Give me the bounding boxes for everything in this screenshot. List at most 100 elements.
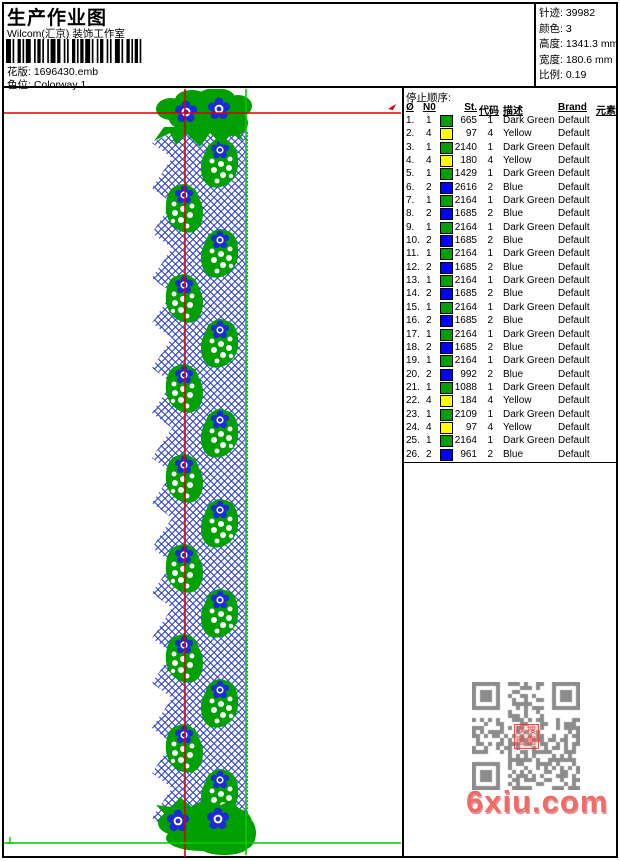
stitch-count: 180	[460, 155, 477, 167]
color-code: 1	[487, 275, 493, 287]
color-description: Dark Green	[503, 355, 555, 367]
color-swatch	[440, 355, 453, 368]
row-number: 8.	[406, 208, 415, 220]
row-number: 17.	[406, 328, 420, 340]
stitch-count: 1685	[454, 261, 477, 273]
thread-brand: Default	[558, 328, 590, 340]
pattern-file-line: 花版: 1696430.emb	[7, 64, 98, 79]
color-code: 1	[487, 168, 493, 180]
table-row: 12. 2 1685 2 Blue Default	[403, 261, 618, 275]
stitch-count: 2164	[454, 435, 477, 447]
table-bottom-border	[404, 462, 618, 463]
thread-brand: Default	[558, 168, 590, 180]
table-row: 6. 2 2616 2 Blue Default	[403, 181, 618, 195]
color-code: 4	[487, 155, 493, 167]
stamp-character: 搜	[526, 725, 536, 735]
row-number: 18.	[406, 341, 420, 353]
row-number: 14.	[406, 288, 420, 300]
color-code: 4	[487, 421, 493, 433]
table-row: 7. 1 2164 1 Dark Green Default	[403, 195, 618, 208]
color-description: Dark Green	[503, 195, 555, 207]
row-number: 21.	[406, 381, 420, 393]
color-code: 1	[487, 381, 493, 393]
pattern-label: 花版:	[7, 66, 31, 78]
stitch-count: 97	[465, 128, 477, 140]
stamp-character: 以	[515, 725, 525, 735]
row-number: 11.	[406, 248, 420, 260]
table-row: 1. 1 665 1 Dark Green Default	[403, 115, 618, 128]
color-swatch	[440, 328, 453, 341]
color-swatch	[440, 181, 453, 194]
color-code: 4	[487, 395, 493, 407]
bottom-flower-cluster	[156, 797, 256, 855]
thread-brand: Default	[558, 368, 590, 380]
thread-brand: Default	[558, 381, 590, 393]
table-header-row: Ø N0 St. 代码 描述 Brand 元素	[403, 102, 618, 117]
color-description: Blue	[503, 315, 524, 327]
color-description: Blue	[503, 261, 524, 273]
stitch-count: 2164	[454, 355, 477, 367]
color-code: 2	[487, 341, 493, 353]
design-height: 高度: 1341.3 mm	[539, 38, 619, 50]
needle-number: 1	[426, 381, 432, 393]
color-swatch	[440, 141, 453, 154]
design-stats: 针迹: 39982 颜色: 3 高度: 1341.3 mm 宽度: 180.6 …	[539, 6, 618, 84]
stitch-count: 1088	[454, 381, 477, 393]
color-description: Blue	[503, 288, 524, 300]
color-description: Dark Green	[503, 168, 555, 180]
pattern-value: 1696430.emb	[33, 66, 99, 78]
needle-number: 4	[426, 155, 432, 167]
thread-brand: Default	[558, 288, 590, 300]
stitch-count: 2164	[454, 248, 477, 260]
color-code: 2	[487, 368, 493, 380]
row-number: 24.	[406, 421, 420, 433]
color-code: 2	[487, 181, 493, 193]
qr-code	[472, 682, 580, 790]
row-number: 7.	[406, 195, 415, 207]
row-number: 19.	[406, 355, 420, 367]
color-description: Blue	[503, 235, 524, 247]
stitch-count: 184	[460, 395, 477, 407]
thread-brand: Default	[558, 448, 590, 460]
table-row: 2. 4 97 4 Yellow Default	[403, 128, 618, 141]
needle-number: 2	[426, 315, 432, 327]
red-stamp: 以搜图图	[514, 724, 539, 749]
row-number: 20.	[406, 368, 420, 380]
color-swatch	[440, 235, 453, 248]
stitch-count: 2164	[454, 301, 477, 313]
thread-brand: Default	[558, 435, 590, 447]
color-swatch	[440, 208, 453, 221]
needle-number: 1	[426, 195, 432, 207]
needle-number: 1	[426, 408, 432, 420]
row-number: 9.	[406, 221, 415, 233]
stitch-count: 1685	[454, 208, 477, 220]
color-description: Yellow	[503, 155, 532, 167]
watermark-site-text: 6xiu.com	[466, 784, 609, 819]
table-row: 9. 1 2164 1 Dark Green Default	[403, 221, 618, 235]
table-row: 5. 1 1429 1 Dark Green Default	[403, 168, 618, 181]
color-description: Dark Green	[503, 248, 555, 260]
row-number: 22.	[406, 395, 420, 407]
needle-number: 2	[426, 181, 432, 193]
color-sequence-rows: 1. 1 665 1 Dark Green Default 2. 4 97 4 Yellow Defa…	[403, 115, 618, 462]
stitch-count: 1685	[454, 315, 477, 327]
needle-number: 2	[426, 368, 432, 380]
color-code: 2	[487, 288, 493, 300]
needle-number: 2	[426, 448, 432, 460]
color-swatch	[440, 195, 453, 208]
needle-number: 4	[426, 395, 432, 407]
color-swatch	[440, 315, 453, 328]
row-number: 6.	[406, 181, 415, 193]
stitch-count: 2140	[454, 141, 477, 153]
col-element: 元素	[596, 106, 616, 117]
row-number: 4.	[406, 155, 415, 167]
stitch-count: 2164	[454, 328, 477, 340]
table-row: 10. 2 1685 2 Blue Default	[403, 235, 618, 248]
col-description: 描述	[503, 106, 523, 117]
row-number: 1.	[406, 115, 415, 126]
needle-number: 1	[426, 248, 432, 260]
thread-brand: Default	[558, 248, 590, 260]
thread-brand: Default	[558, 181, 590, 193]
stitch-count: 1685	[454, 235, 477, 247]
